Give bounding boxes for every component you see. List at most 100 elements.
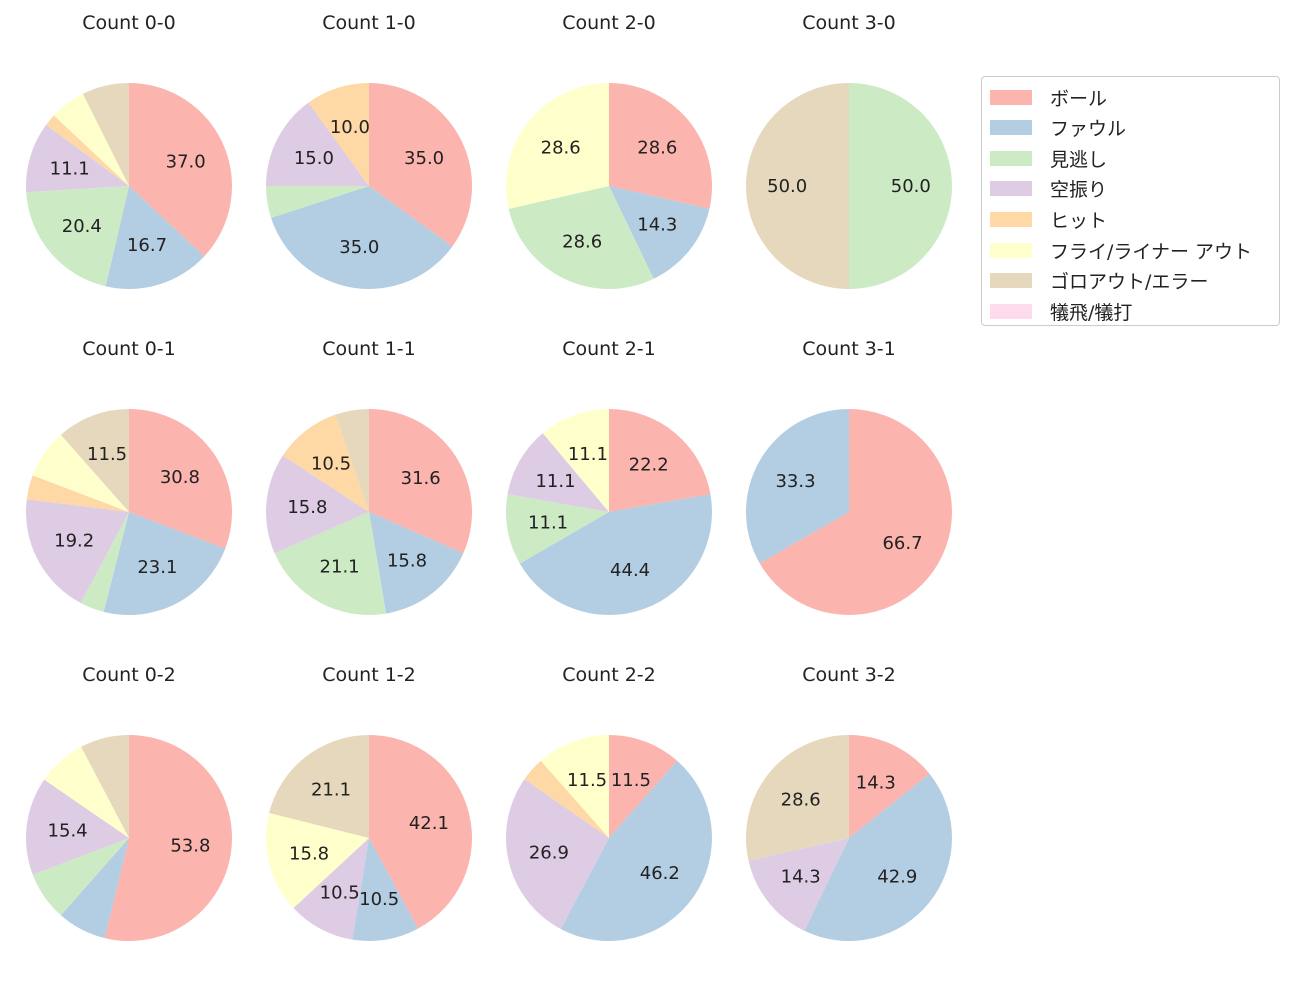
pie-slice-label: 16.7 (127, 235, 167, 256)
pie-slice-label: 28.6 (637, 138, 677, 159)
pie-slice-2 (369, 512, 464, 614)
pie-count-0-2: Count 0-2 53.8 15.4 (25, 664, 232, 941)
pie-title: Count 1-2 (322, 664, 416, 686)
legend-item: ゴロアウト/エラー (990, 267, 1208, 295)
pie-count-1-0: Count 1-0 35.0 35.0 15.0 10.0 (266, 12, 472, 290)
pie-slice-1 (369, 735, 472, 929)
pie-slice-label: 11.5 (611, 770, 651, 791)
pie-slice-2 (103, 512, 226, 616)
pie-slice-label: 11.1 (50, 159, 90, 180)
pie-slice-7 (60, 409, 129, 512)
pie-slice-2 (271, 186, 453, 290)
pie-slice-label: 11.5 (567, 770, 607, 791)
pie-slice-6 (53, 93, 129, 186)
pie-slice-label: 15.8 (289, 843, 329, 864)
pie-slice-label: 11.1 (568, 444, 608, 465)
pie-slice-6 (542, 409, 609, 512)
pie-slice-2 (352, 838, 419, 942)
pie-slice-label: 10.5 (311, 453, 351, 474)
pie-slice-4 (25, 499, 129, 603)
legend-swatch (990, 150, 1032, 166)
pie-slice-3 (505, 494, 609, 564)
pie-slice-label: 35.0 (339, 237, 379, 258)
legend-swatch (990, 273, 1032, 289)
pie-slice-7 (746, 83, 849, 289)
pie-slice-6 (44, 746, 129, 838)
pie-slice-4 (25, 779, 129, 875)
pie-slice-3 (26, 186, 129, 287)
pie-slice-1 (759, 409, 953, 616)
pie-slice-2 (609, 186, 710, 279)
legend-label: ファウル (1050, 118, 1127, 141)
pie-slice-5 (282, 414, 369, 512)
pie-slice-label: 21.1 (311, 779, 351, 800)
pie-slice-label: 11.1 (528, 513, 568, 534)
legend-item: 犠飛/犠打 (990, 297, 1132, 325)
pie-slice-label: 10.5 (320, 882, 360, 903)
pie-count-3-1: Count 3-1 66.7 33.3 (746, 338, 953, 616)
pie-slice-label: 33.3 (775, 471, 815, 492)
pie-slice-label: 21.1 (320, 556, 360, 577)
pie-slice-label: 14.3 (856, 772, 896, 793)
pie-slice-5 (308, 83, 369, 186)
legend-label: フライ/ライナー アウト (1050, 240, 1253, 263)
legend-item: ボール (990, 83, 1107, 111)
legend-item: フライ/ライナー アウト (990, 236, 1252, 264)
pie-slice-label: 15.0 (294, 148, 334, 169)
pie-count-0-1: Count 0-1 30.8 23.1 19.2 11.5 (25, 338, 232, 616)
pie-slice-2 (746, 409, 849, 564)
pie-slice-label: 15.8 (287, 497, 327, 518)
pie-slice-1 (129, 83, 232, 257)
pie-slice-label: 11.1 (535, 471, 575, 492)
legend-label: ヒット (1050, 209, 1108, 232)
pie-count-2-1: Count 2-1 22.2 44.4 11.1 11.1 11.1 (505, 338, 713, 616)
pie-slice-3 (849, 83, 952, 289)
pie-slice-5 (26, 475, 129, 512)
pie-title: Count 2-0 (562, 12, 656, 34)
pie-slice-3 (80, 512, 129, 612)
pie-title: Count 2-2 (562, 664, 656, 686)
pie-slice-label: 28.6 (562, 232, 602, 253)
pie-slice-7 (335, 409, 369, 512)
pie-count-0-0: Count 0-0 37.0 16.7 20.4 11.1 (25, 12, 232, 290)
pie-slice-label: 46.2 (640, 863, 680, 884)
pie-slice-4 (748, 838, 849, 931)
pie-slice-1 (369, 83, 472, 247)
pie-slice-1 (369, 409, 472, 554)
pie-slice-label: 42.1 (409, 813, 449, 834)
pie-slice-label: 11.5 (87, 444, 127, 465)
pie-slice-4 (507, 433, 609, 512)
pie-slice-label: 28.6 (541, 138, 581, 159)
legend-label: 空振り (1050, 179, 1108, 202)
pie-slice-label: 14.3 (637, 215, 677, 236)
pie-slice-6 (32, 434, 129, 512)
pie-title: Count 1-1 (322, 338, 416, 360)
legend-swatch (990, 120, 1032, 136)
pie-slice-label: 30.8 (160, 467, 200, 488)
pie-title: Count 3-1 (802, 338, 896, 360)
pie-count-1-1: Count 1-1 31.6 15.8 21.1 15.8 10.5 (266, 338, 472, 616)
pie-count-2-0: Count 2-0 28.6 14.3 28.6 28.6 (505, 12, 713, 290)
legend-label: 犠飛/犠打 (1050, 301, 1133, 324)
pie-slice-6 (505, 82, 609, 209)
pie-slice-1 (609, 83, 713, 209)
pie-slice-6 (540, 735, 609, 838)
pie-slice-3 (266, 186, 369, 218)
pie-slice-label: 26.9 (529, 843, 569, 864)
pie-slice-label: 37.0 (166, 151, 206, 172)
pie-slice-1 (849, 735, 930, 838)
pie-slice-label: 44.4 (610, 560, 650, 581)
pie-slice-5 (46, 115, 129, 186)
pie-slice-3 (508, 186, 654, 290)
legend-swatch (990, 89, 1032, 105)
pie-slice-label: 19.2 (54, 531, 94, 552)
pie-slice-4 (266, 102, 369, 186)
pie-slice-1 (104, 735, 232, 941)
pie-slice-label: 10.5 (359, 889, 399, 910)
pie-slice-4 (266, 455, 369, 554)
pie-slice-label: 28.6 (781, 790, 821, 811)
legend: ボール ファウル 見逃し 空振り ヒット フライ/ライナー アウト ゴロアウト/エラー 犠飛/… (981, 76, 1280, 326)
pie-title: Count 1-0 (322, 12, 416, 34)
